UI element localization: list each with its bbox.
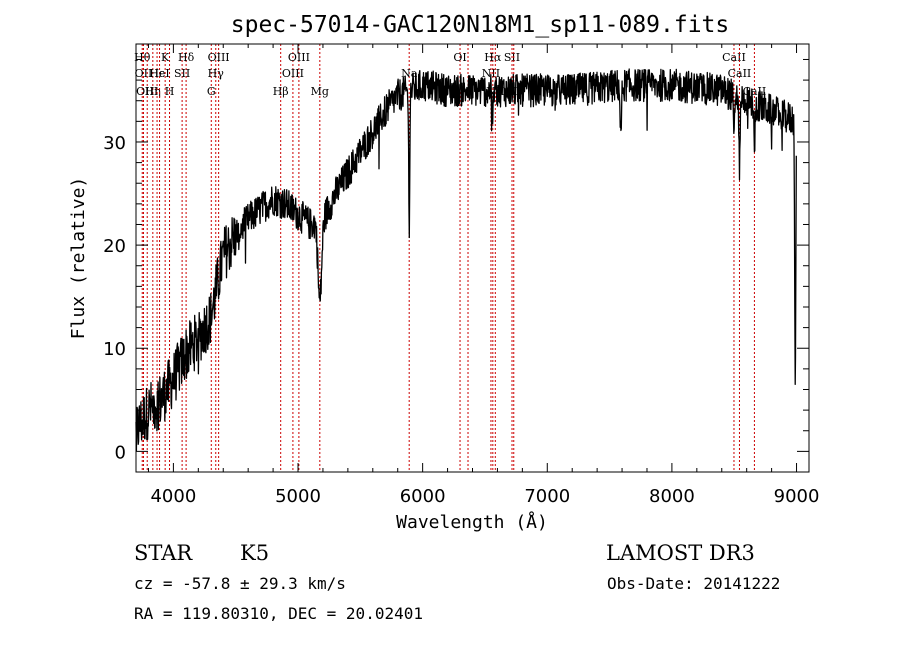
spectrum-line (135, 68, 797, 452)
line-marker-label: Mg (311, 85, 329, 98)
line-marker-label: OIII (288, 51, 310, 64)
line-marker-label: OIII (208, 51, 230, 64)
line-marker-label: CaII (743, 85, 767, 98)
x-tick-label: 6000 (400, 486, 446, 507)
line-marker-label: Hδ (178, 51, 195, 64)
line-marker-label: Hβ (273, 85, 289, 98)
object-subclass: K5 (240, 541, 269, 565)
line-marker-label: K (161, 51, 170, 64)
line-marker-label: SII (504, 51, 520, 64)
x-tick-label: 5000 (275, 486, 321, 507)
coordinates: RA = 119.80310, DEC = 20.02401 (134, 604, 423, 623)
plot-frame (135, 43, 810, 473)
x-axis-label: Wavelength (Å) (396, 511, 548, 533)
line-marker-label: SII (174, 67, 190, 80)
x-tick-label: 7000 (524, 486, 570, 507)
y-axis-label: Flux (relative) (68, 177, 89, 340)
line-marker-label: HeI (149, 67, 169, 80)
x-tick-label: 9000 (774, 486, 820, 507)
y-tick-label: 30 (103, 133, 126, 154)
y-tick-label: 20 (103, 236, 126, 257)
x-tick-label: 4000 (150, 486, 196, 507)
line-marker-label: Hα (484, 51, 502, 64)
line-marker-label: Hε (149, 67, 165, 80)
y-tick-label: 0 (115, 442, 126, 463)
line-marker-label: CaII (722, 51, 746, 64)
line-marker-label: G (207, 85, 216, 98)
line-marker-label: OIII (282, 67, 304, 80)
redshift-text: cz = -57.8 ± 29.3 km/s (134, 574, 346, 593)
survey-name: LAMOST DR3 (606, 541, 755, 565)
axis-ticks: 4000 5000 6000 7000 8000 9000 0 10 20 30 (103, 44, 819, 507)
line-marker-label: Hγ (208, 67, 225, 80)
line-marker-label: OI (453, 51, 466, 64)
chart-title: spec-57014-GAC120N18M1_sp11-089.fits (231, 12, 730, 38)
y-tick-label: 10 (103, 339, 126, 360)
x-tick-label: 8000 (649, 486, 695, 507)
obs-date: Obs-Date: 20141222 (607, 574, 780, 593)
line-marker-label: Hθ (134, 51, 151, 64)
line-marker-label: CaII (728, 67, 752, 80)
line-marker-label: OII (135, 67, 153, 80)
object-class: STAR (134, 541, 193, 565)
line-marker-label: Hη (145, 85, 161, 98)
line-marker-label: H (165, 85, 175, 98)
